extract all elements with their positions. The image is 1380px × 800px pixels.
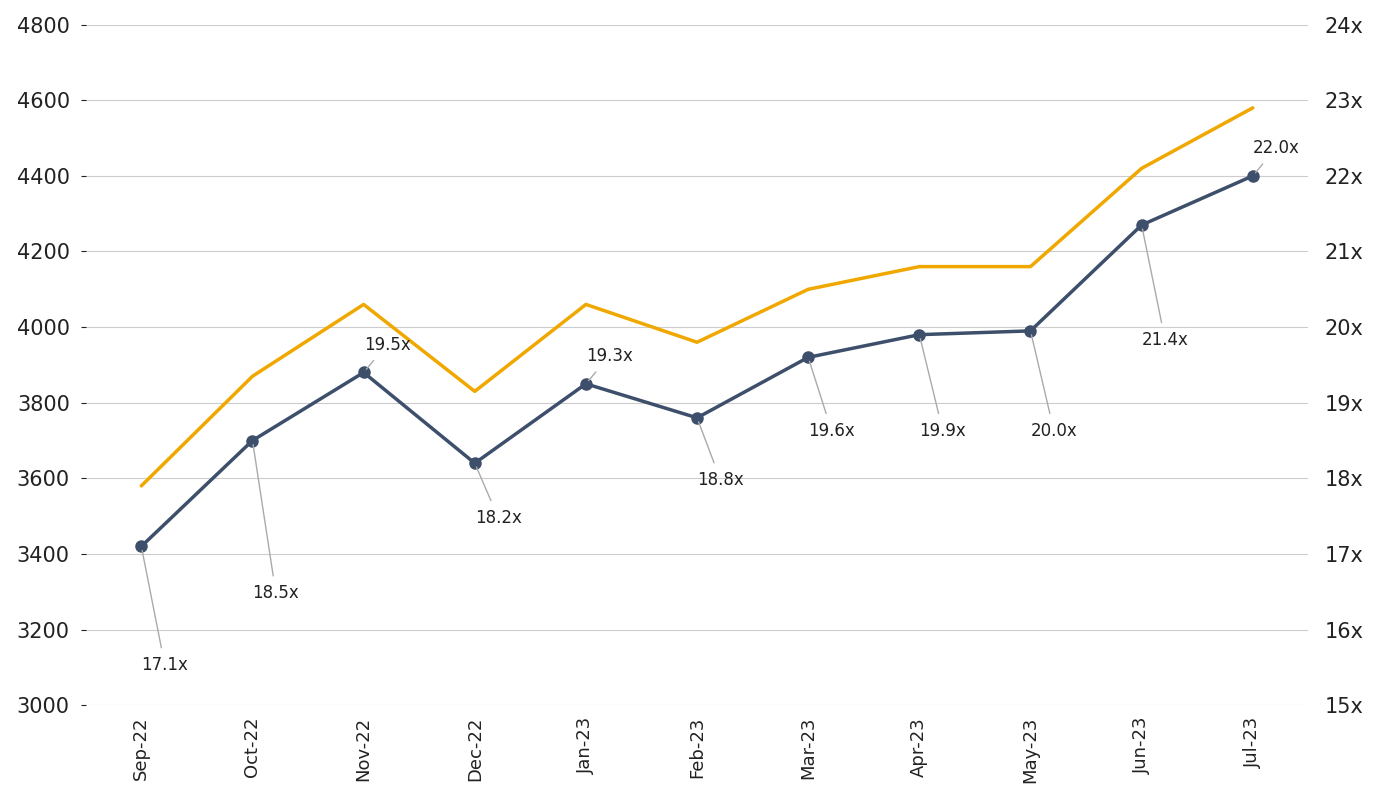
Text: 21.4x: 21.4x: [1141, 229, 1188, 349]
Text: 22.0x: 22.0x: [1253, 139, 1300, 173]
Text: 19.9x: 19.9x: [919, 338, 966, 440]
Text: 17.1x: 17.1x: [141, 550, 188, 674]
Text: 19.6x: 19.6x: [809, 362, 856, 440]
Text: 18.5x: 18.5x: [253, 445, 299, 602]
Text: 18.8x: 18.8x: [697, 422, 744, 489]
Text: 18.2x: 18.2x: [475, 467, 522, 526]
Text: 20.0x: 20.0x: [1031, 335, 1078, 440]
Text: 19.5x: 19.5x: [363, 335, 410, 370]
Text: 19.3x: 19.3x: [586, 347, 633, 381]
